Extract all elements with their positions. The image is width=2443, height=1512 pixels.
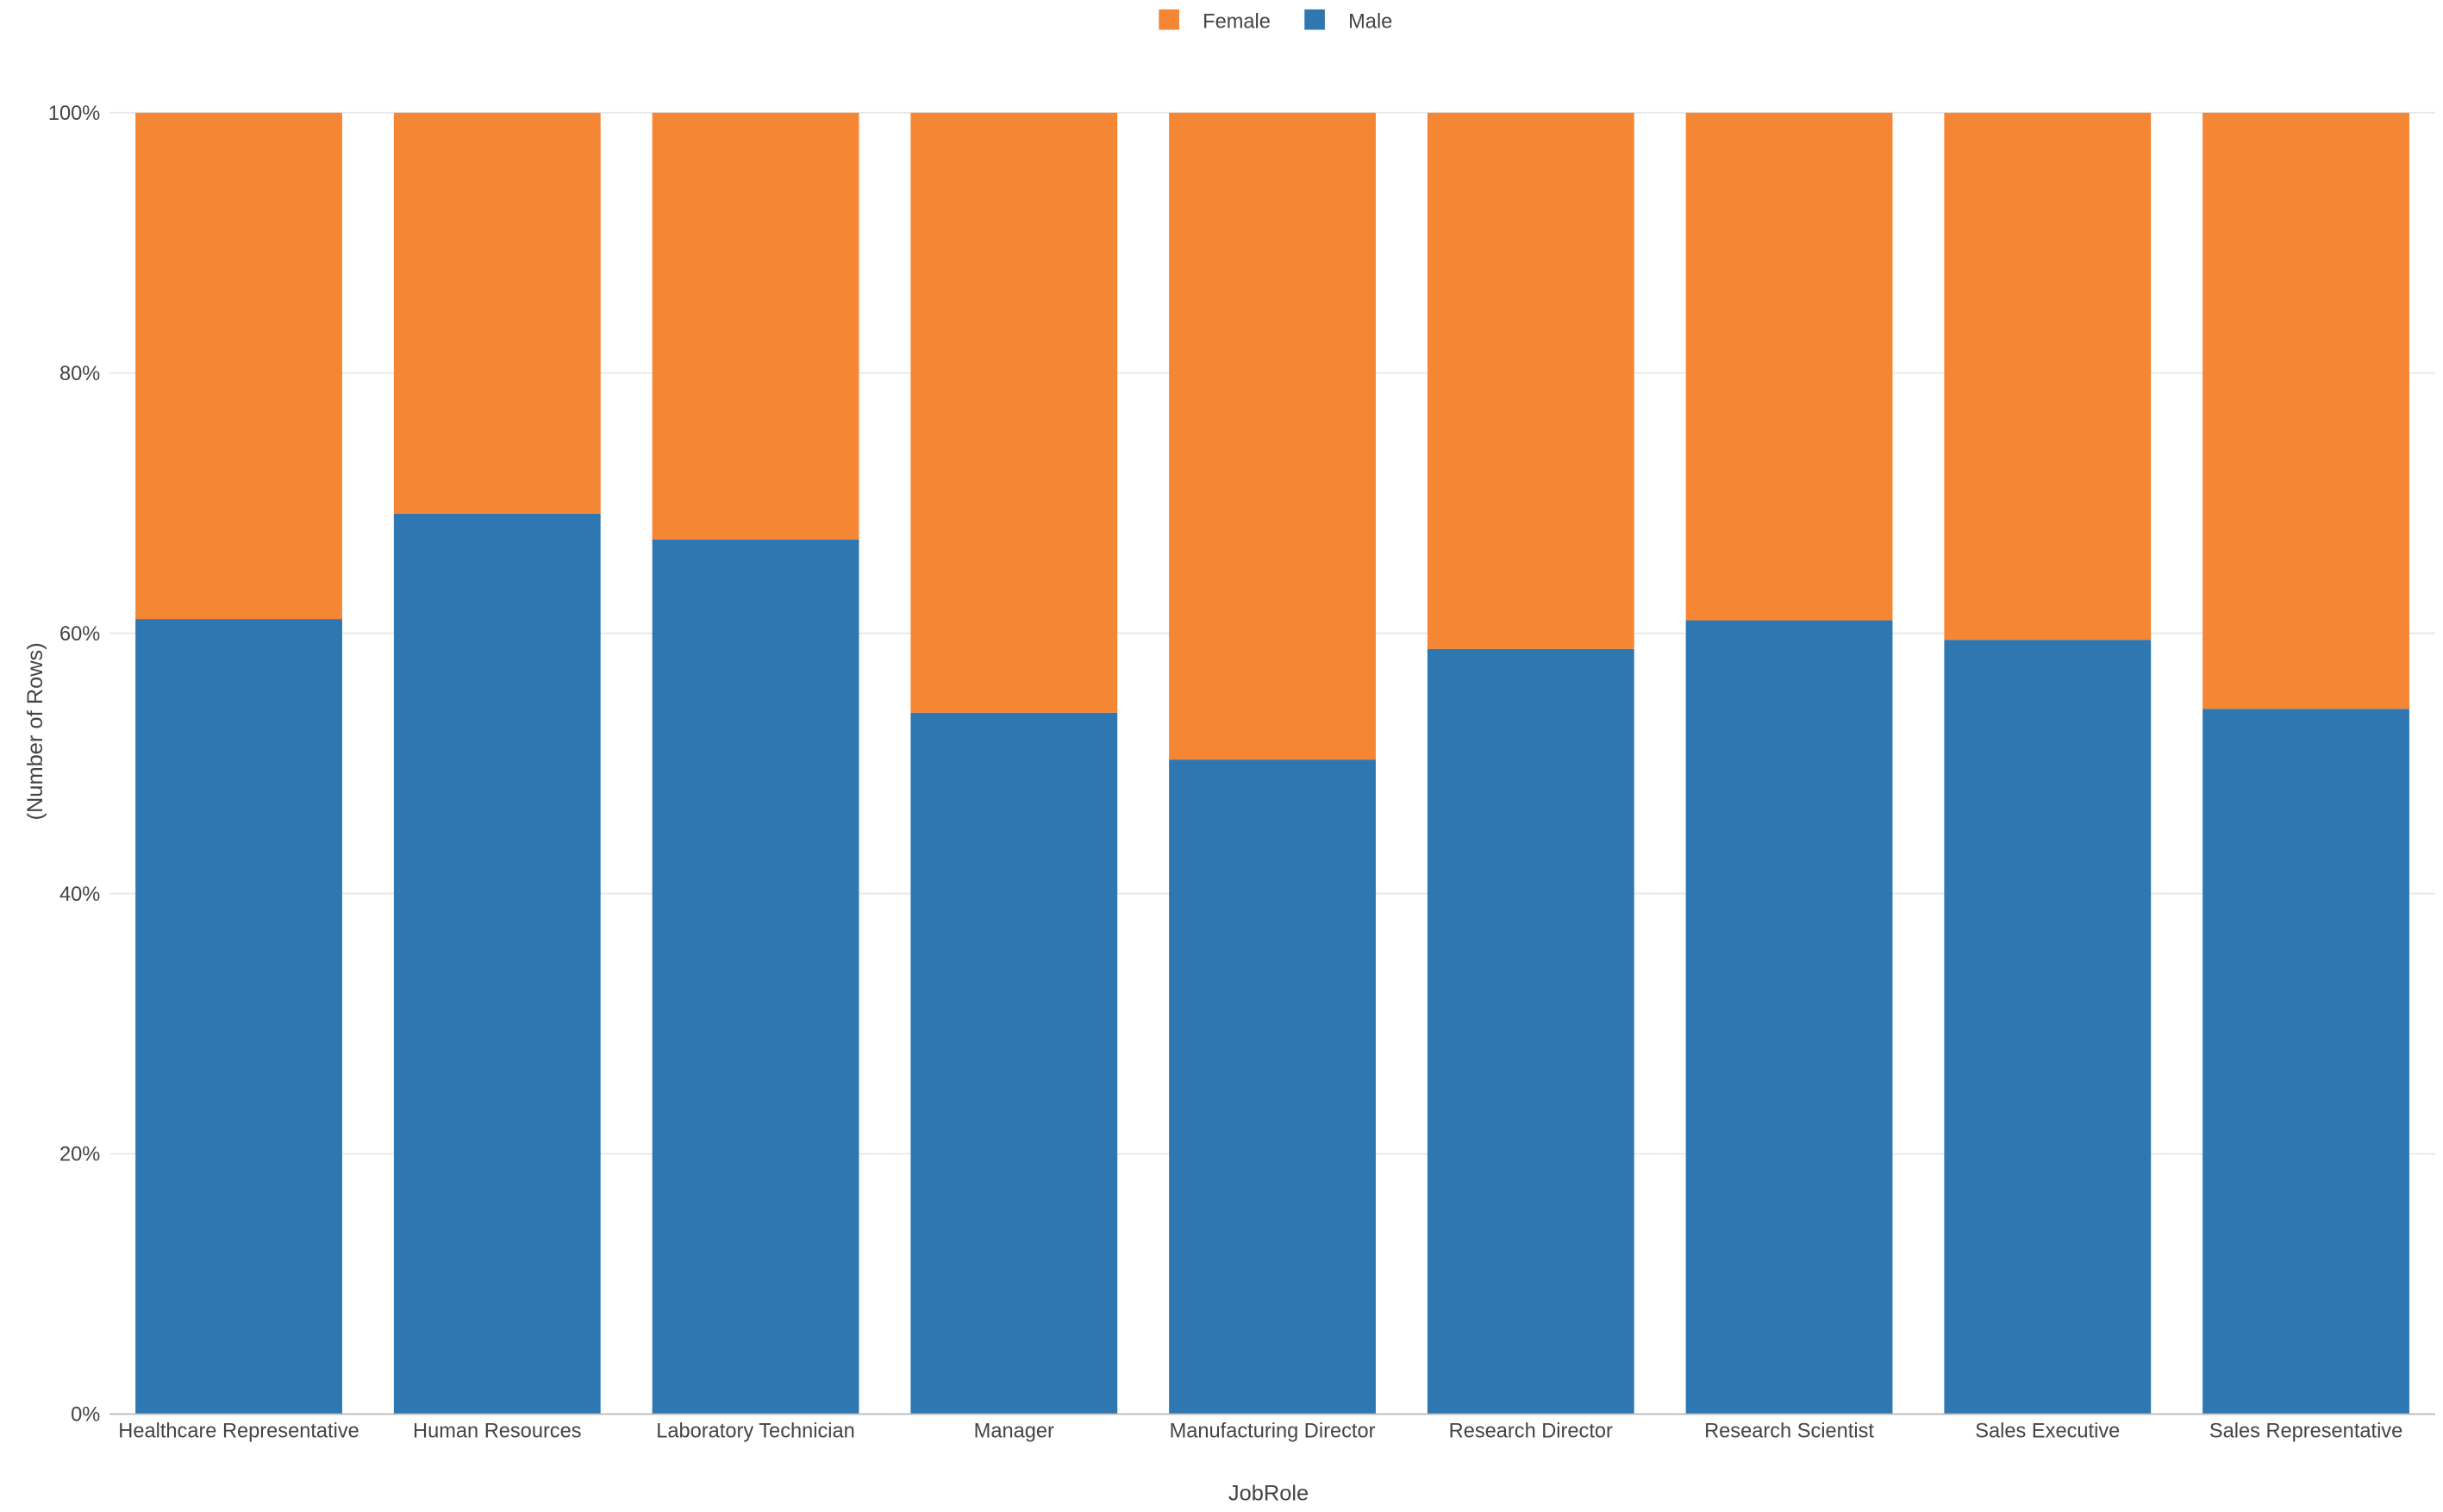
y-tick-label: 40%: [59, 884, 100, 906]
bar-female[interactable]: [135, 112, 342, 620]
legend-swatch-male[interactable]: [1304, 9, 1325, 30]
x-tick-label: Sales Executive: [1975, 1421, 2120, 1443]
bar-male[interactable]: [652, 539, 859, 1415]
bars: [135, 112, 2409, 1415]
bar-female[interactable]: [652, 112, 859, 540]
y-tick-labels: 0% 20% 40% 60% 80% 100%: [48, 103, 100, 1427]
bar-female[interactable]: [1685, 112, 1893, 621]
x-tick-label: Research Scientist: [1704, 1421, 1874, 1443]
bar-male[interactable]: [393, 513, 601, 1415]
bar-female[interactable]: [1944, 112, 2152, 640]
bar-male[interactable]: [1427, 648, 1634, 1415]
y-axis-label: (Number of Rows): [23, 642, 47, 820]
x-tick-labels: Healthcare Representative Human Resources…: [118, 1421, 2402, 1443]
bar-male[interactable]: [910, 712, 1118, 1415]
x-tick-label: Sales Representative: [2209, 1421, 2402, 1443]
x-tick-label: Human Resources: [413, 1421, 582, 1443]
y-tick-label: 0%: [71, 1404, 100, 1427]
legend-label-female[interactable]: Female: [1203, 11, 1271, 34]
x-tick-label: Research Director: [1449, 1421, 1613, 1443]
bar-female[interactable]: [1427, 112, 1634, 649]
bar-female[interactable]: [910, 112, 1118, 713]
x-tick-label: Laboratory Technician: [656, 1421, 855, 1443]
x-tick-label: Manager: [974, 1421, 1054, 1443]
bar-male[interactable]: [1685, 620, 1893, 1415]
y-tick-label: 60%: [59, 623, 100, 646]
bar-female[interactable]: [393, 112, 601, 514]
x-axis-label: JobRole: [1228, 1481, 1309, 1505]
legend-label-male[interactable]: Male: [1348, 11, 1392, 34]
legend-swatch-female[interactable]: [1159, 9, 1179, 30]
bar-female[interactable]: [2202, 112, 2409, 709]
bar-male[interactable]: [2202, 709, 2409, 1415]
y-tick-label: 20%: [59, 1144, 100, 1166]
y-tick-label: 100%: [48, 103, 100, 125]
y-tick-label: 80%: [59, 363, 100, 385]
x-tick-label: Manufacturing Director: [1170, 1421, 1376, 1443]
bar-male[interactable]: [135, 619, 342, 1415]
x-tick-label: Healthcare Representative: [118, 1421, 359, 1443]
bar-male[interactable]: [1169, 759, 1376, 1415]
bar-female[interactable]: [1169, 112, 1376, 760]
legend: Female Male: [1159, 9, 1392, 34]
bar-male[interactable]: [1944, 640, 2152, 1415]
